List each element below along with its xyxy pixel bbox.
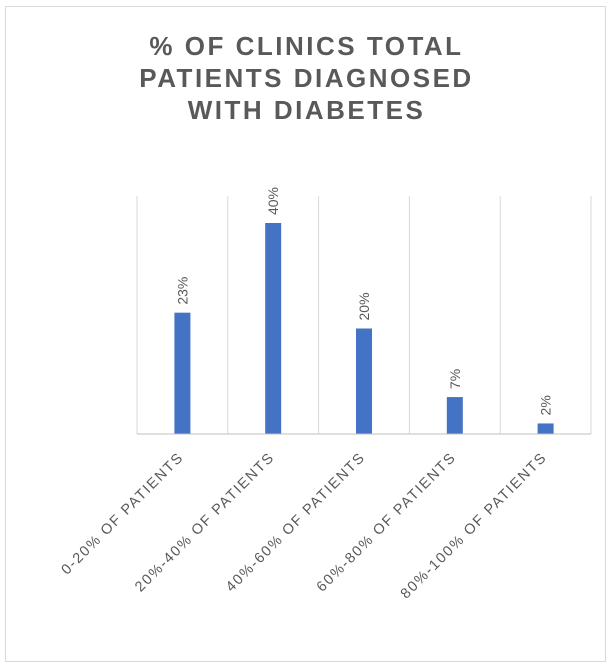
bar <box>174 312 191 434</box>
data-label: 7% <box>447 369 463 389</box>
data-label: 40% <box>265 187 281 215</box>
chart-frame <box>5 6 606 662</box>
bar <box>537 423 554 434</box>
bar <box>446 397 463 434</box>
data-label: 2% <box>538 395 554 415</box>
bar <box>265 223 282 434</box>
grid-lines <box>136 196 592 434</box>
data-label: 20% <box>356 292 372 320</box>
data-label: 23% <box>174 277 190 305</box>
bars <box>174 223 554 434</box>
x-tick-label: 80%-100% OF PATIENTS <box>398 450 551 603</box>
data-labels: 23% 40% 20% 7% 2% <box>174 187 553 415</box>
bar <box>356 328 372 434</box>
chart-title: % OF CLINICS TOTAL PATIENTS DIAGNOSED WI… <box>139 31 474 125</box>
